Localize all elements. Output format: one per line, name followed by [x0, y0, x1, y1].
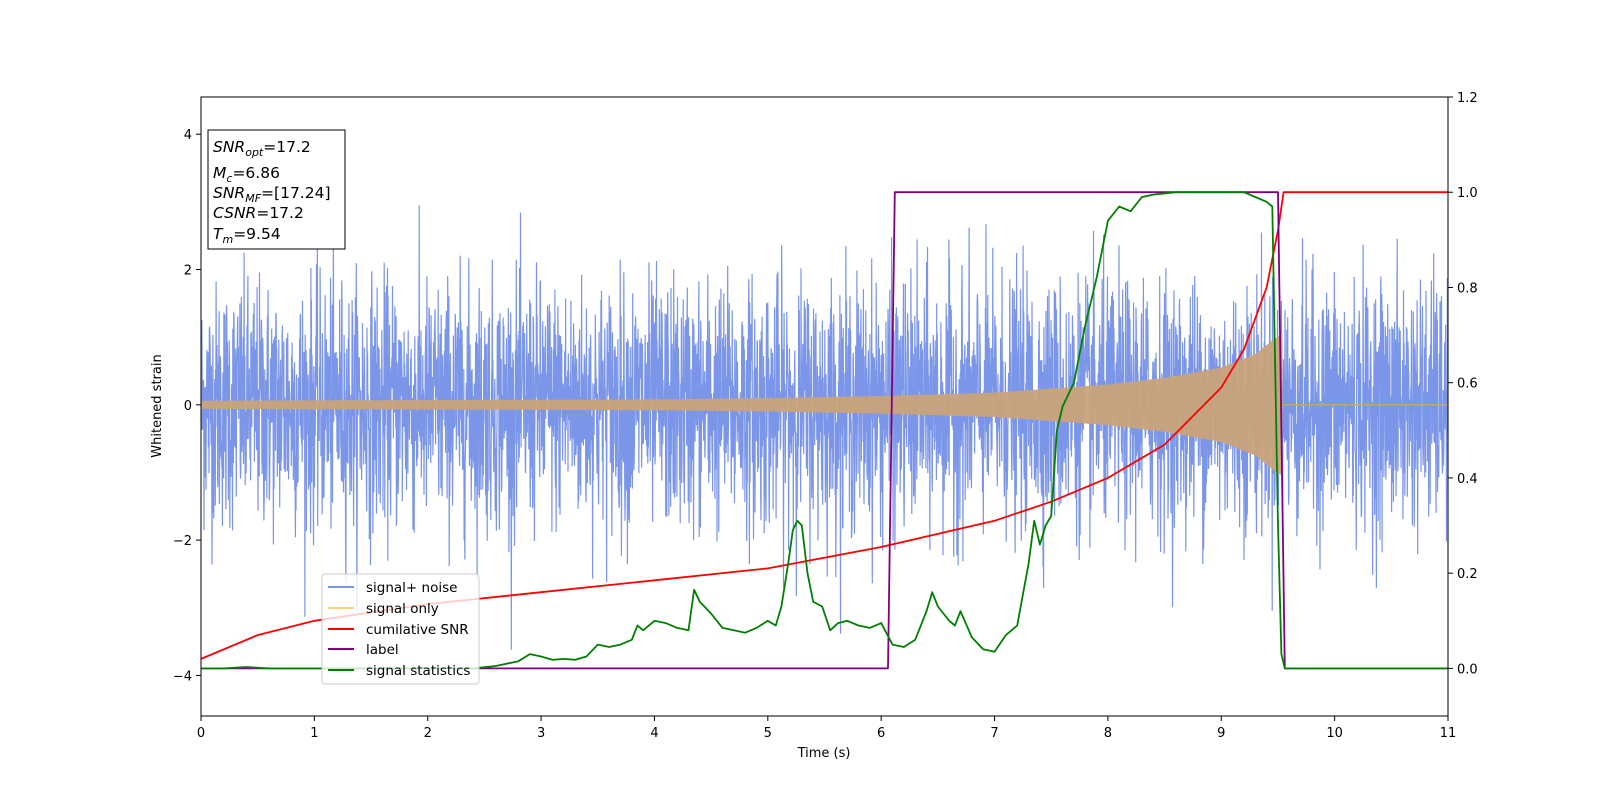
- y-tick-label: −2: [173, 534, 192, 549]
- legend-item-cumulative-snr: cumilative SNR: [328, 622, 469, 638]
- series-signal-only: [201, 333, 1448, 476]
- info-box: SNRopt=17.2 Mc=6.86 SNRMF=[17.24] CSNR=1…: [207, 129, 346, 250]
- info-tm: Tm=9.54: [213, 225, 281, 246]
- x-tick-label: 0: [197, 726, 205, 741]
- y-tick-label: 0: [184, 399, 192, 414]
- x-tick-label: 6: [877, 726, 885, 741]
- signal-statistics-line: [201, 191, 1448, 670]
- x-tick-label: 9: [1217, 726, 1225, 741]
- y-axis-label: Whitened strain: [150, 354, 165, 457]
- x-tick-label: 7: [990, 726, 998, 741]
- legend: signal+ noise signal only cumilative SNR…: [321, 573, 480, 685]
- x-tick-label: 2: [424, 726, 432, 741]
- y2-tick-label: 0.4: [1457, 472, 1478, 487]
- signal-only-envelope: [201, 333, 1283, 476]
- y-tick-label: 2: [184, 264, 192, 279]
- y-axis: −4 −2 0 2 4: [173, 128, 201, 684]
- plot-frame: [200, 96, 1449, 717]
- svg-text:signal only: signal only: [366, 601, 439, 617]
- x-axis-label: Time (s): [797, 746, 851, 761]
- y2-tick-label: 0.6: [1457, 377, 1478, 392]
- svg-text:label: label: [366, 642, 399, 658]
- x-tick-label: 10: [1326, 726, 1343, 741]
- y2-tick-label: 0.2: [1457, 567, 1478, 582]
- x-tick-label: 11: [1440, 726, 1457, 741]
- svg-text:signal+ noise: signal+ noise: [366, 580, 457, 596]
- legend-item-signal-statistics: signal statistics: [328, 663, 470, 679]
- y2-axis: 0.0 0.2 0.4 0.6 0.8 1.0 1.2: [1448, 91, 1478, 677]
- y-tick-label: −4: [173, 669, 192, 684]
- legend-item-signal-noise: signal+ noise: [328, 580, 457, 596]
- x-tick-label: 5: [764, 726, 772, 741]
- x-tick-label: 3: [537, 726, 545, 741]
- y2-tick-label: 1.0: [1457, 186, 1478, 201]
- x-tick-label: 1: [310, 726, 318, 741]
- x-tick-label: 8: [1104, 726, 1112, 741]
- legend-item-signal-only: signal only: [328, 601, 439, 617]
- series-signal-statistics: [201, 191, 1448, 670]
- info-mc: Mc=6.86: [213, 164, 280, 185]
- y2-tick-label: 0.0: [1457, 662, 1478, 677]
- info-snr-opt: SNRopt=17.2: [213, 138, 311, 159]
- x-tick-label: 4: [650, 726, 658, 741]
- svg-text:cumilative SNR: cumilative SNR: [366, 622, 469, 638]
- info-snr-mf: SNRMF=[17.24]: [213, 184, 331, 205]
- legend-item-label: label: [328, 642, 399, 658]
- y-tick-label: 4: [184, 128, 192, 143]
- y2-tick-label: 0.8: [1457, 281, 1478, 296]
- info-csnr: CSNR=17.2: [213, 204, 304, 222]
- svg-text:signal statistics: signal statistics: [366, 663, 470, 679]
- x-axis: 0 1 2 3 4 5 6 7 8 9 10 11: [197, 716, 1456, 741]
- y2-tick-label: 1.2: [1457, 91, 1478, 106]
